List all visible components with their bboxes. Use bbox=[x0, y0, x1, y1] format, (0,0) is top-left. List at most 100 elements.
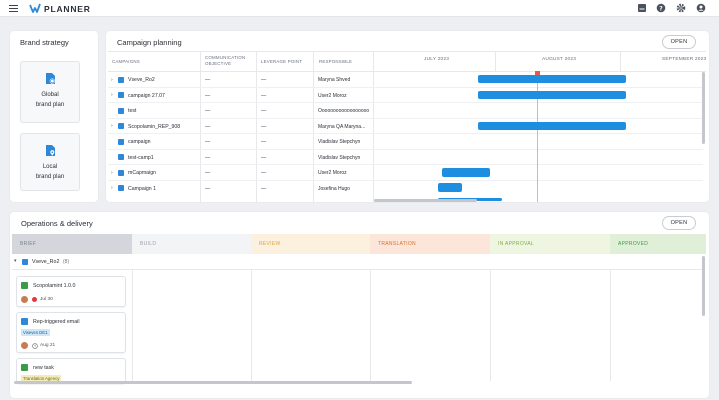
group-name: Vseve_Ro2 bbox=[32, 259, 60, 265]
group-count: (8) bbox=[63, 259, 70, 265]
horizontal-scrollbar[interactable] bbox=[374, 199, 477, 202]
col-objective-line1: COMMUNICATION bbox=[205, 55, 246, 60]
header-top-divider bbox=[108, 51, 706, 52]
gantt-bar[interactable] bbox=[478, 91, 626, 99]
expand-chevron-icon[interactable]: › bbox=[111, 123, 113, 129]
overdue-status-icon bbox=[32, 297, 37, 302]
stage-in-approval[interactable]: IN APPROVAL bbox=[490, 234, 610, 254]
campaign-type-icon bbox=[22, 258, 28, 265]
campaign-type-icon bbox=[118, 185, 124, 191]
today-marker bbox=[535, 71, 540, 76]
task-title: new task bbox=[33, 364, 54, 371]
campaign-type-icon bbox=[118, 107, 124, 114]
campaign-type-icon bbox=[118, 154, 124, 160]
stage-build[interactable]: BUILD bbox=[132, 234, 251, 254]
local-brand-plan-card[interactable]: Local brand plan bbox=[20, 133, 80, 191]
local-document-icon bbox=[45, 145, 55, 156]
campaign-leverage: — bbox=[261, 139, 267, 145]
campaign-responsible: User2 Moroz bbox=[318, 92, 347, 99]
menu-icon[interactable] bbox=[9, 5, 18, 12]
campaign-name[interactable]: campaign 27.07 bbox=[128, 92, 165, 99]
planner-logo-icon bbox=[29, 3, 41, 13]
help-icon[interactable]: ? bbox=[656, 3, 666, 13]
campaign-leverage: — bbox=[261, 123, 267, 130]
vertical-scrollbar[interactable] bbox=[702, 256, 705, 316]
gantt-bar[interactable] bbox=[478, 75, 626, 83]
expand-chevron-icon[interactable]: › bbox=[111, 169, 113, 176]
col-divider bbox=[200, 51, 201, 202]
campaign-type-icon bbox=[118, 169, 124, 176]
col-responsible[interactable]: RESPONSIBLE bbox=[319, 59, 353, 64]
task-card[interactable]: new task Translation Agency bbox=[16, 358, 126, 384]
top-bar: PLANNER ? bbox=[0, 0, 719, 17]
column-divider bbox=[132, 269, 133, 381]
campaign-objective: — bbox=[205, 154, 211, 161]
campaign-row[interactable]: campaign — — Vladislav Stepchyn bbox=[108, 134, 703, 150]
month-divider bbox=[495, 51, 496, 72]
campaign-leverage: — bbox=[261, 108, 267, 114]
gantt-bar[interactable] bbox=[438, 183, 462, 192]
expand-chevron-icon[interactable]: › bbox=[111, 185, 113, 191]
campaign-name[interactable]: campaign bbox=[128, 139, 151, 145]
campaign-row[interactable]: test — — Oooooooooooooooooo bbox=[108, 103, 703, 119]
stage-translation[interactable]: TRANSLATION bbox=[370, 234, 490, 254]
campaign-open-button[interactable]: OPEN bbox=[662, 35, 696, 49]
campaign-responsible: Vladislav Stepchyn bbox=[318, 139, 361, 145]
col-leverage[interactable]: LEVERAGE POINT bbox=[261, 59, 303, 64]
stage-approved[interactable]: APPROVED bbox=[610, 234, 706, 254]
campaign-group-row[interactable]: ▾ Vseve_Ro2 (8) bbox=[12, 255, 703, 269]
gantt-bar[interactable] bbox=[442, 168, 490, 177]
task-tag: Viseves DE1 bbox=[21, 329, 50, 336]
campaign-row[interactable]: test-camp1 — — Vladislav Stepchyn bbox=[108, 150, 703, 165]
campaign-leverage: — bbox=[261, 77, 267, 83]
col-campaigns[interactable]: CAMPAIGNS bbox=[112, 59, 140, 64]
stage-review[interactable]: REVIEW bbox=[251, 234, 370, 254]
avatar bbox=[21, 342, 28, 349]
campaign-objective: — bbox=[205, 108, 211, 114]
campaign-objective: — bbox=[205, 185, 211, 192]
operations-title: Operations & delivery bbox=[21, 219, 93, 228]
campaign-name[interactable]: mCapmaign bbox=[128, 170, 156, 176]
user-account-icon[interactable] bbox=[696, 3, 706, 13]
global-brand-plan-line1: Global bbox=[41, 92, 59, 98]
campaign-row[interactable]: › mCapmaign — — User2 Moroz bbox=[108, 165, 703, 181]
campaign-row[interactable]: › Scopolamin_REP_908 — — Maryna QA Maryn… bbox=[108, 119, 703, 134]
campaign-leverage: — bbox=[261, 154, 267, 161]
settings-gear-icon[interactable] bbox=[676, 3, 686, 13]
campaign-objective: — bbox=[205, 77, 211, 83]
horizontal-scrollbar[interactable] bbox=[14, 381, 412, 384]
global-brand-plan-card[interactable]: Global brand plan bbox=[20, 61, 80, 123]
task-tag: Translation Agency bbox=[21, 375, 62, 382]
campaign-row[interactable]: › campaign 27.07 — — User2 Moroz bbox=[108, 88, 703, 103]
global-brand-plan-label: Global brand plan bbox=[36, 90, 64, 110]
task-card[interactable]: Scopolamint 1.0.0 Jul 30 bbox=[16, 276, 126, 307]
task-card[interactable]: Rep-triggered email Viseves DE1 Aug 21 bbox=[16, 312, 126, 353]
col-objective[interactable]: COMMUNICATION OBJECTIVE bbox=[205, 55, 245, 66]
vertical-scrollbar[interactable] bbox=[702, 72, 705, 144]
local-brand-plan-label: Local brand plan bbox=[36, 162, 64, 182]
col-objective-line2: OBJECTIVE bbox=[205, 60, 232, 66]
campaign-name[interactable]: Campaign 1 bbox=[128, 185, 156, 192]
task-date: Aug 21 bbox=[40, 343, 56, 348]
stage-brief[interactable]: BRIEF bbox=[12, 234, 132, 254]
campaign-name[interactable]: test bbox=[128, 108, 137, 114]
avatar bbox=[21, 296, 28, 303]
app-title: PLANNER bbox=[44, 4, 91, 14]
campaign-name[interactable]: Scopolamin_REP_908 bbox=[128, 123, 181, 130]
campaign-row[interactable]: › Campaign 1 — — Josefina Hugo bbox=[108, 181, 703, 197]
task-title: Scopolamint 1.0.0 bbox=[33, 282, 76, 289]
col-divider bbox=[256, 51, 257, 202]
campaign-type-icon bbox=[118, 92, 124, 98]
month-july: JULY 2023 bbox=[424, 57, 450, 62]
expand-chevron-icon[interactable]: › bbox=[111, 92, 113, 98]
campaign-name[interactable]: Vseve_Ro2 bbox=[128, 77, 155, 83]
expand-chevron-icon[interactable]: › bbox=[111, 76, 113, 83]
inbox-icon[interactable] bbox=[637, 3, 647, 13]
gantt-bar[interactable] bbox=[478, 122, 626, 130]
collapse-chevron-icon[interactable]: ▾ bbox=[14, 258, 17, 264]
campaign-responsible: Oooooooooooooooooo bbox=[318, 108, 370, 114]
campaign-row[interactable]: › Vseve_Ro2 — — Maryna Shved bbox=[108, 72, 703, 88]
campaign-name[interactable]: test-camp1 bbox=[128, 154, 154, 161]
month-divider bbox=[620, 51, 621, 72]
operations-open-button[interactable]: OPEN bbox=[662, 216, 696, 230]
